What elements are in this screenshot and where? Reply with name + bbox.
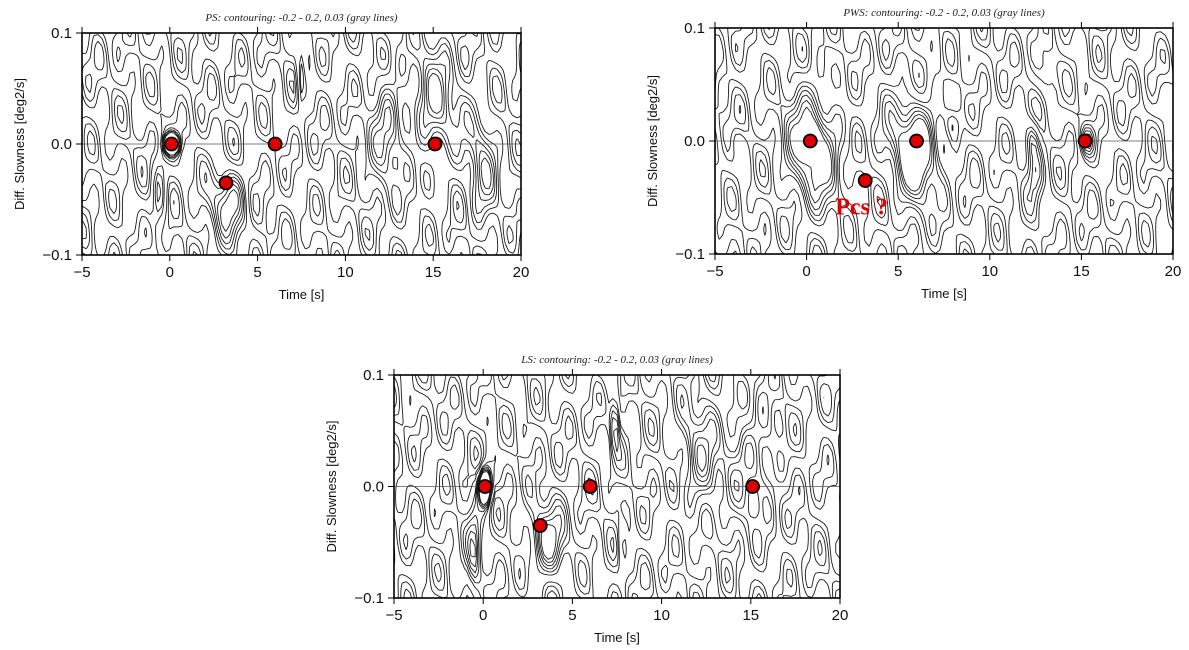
phase-marker — [427, 136, 443, 152]
y-tick-label: 0.0 — [684, 133, 705, 150]
x-axis-label: Time [s] — [594, 630, 640, 645]
x-tick-label: 20 — [513, 264, 530, 281]
chart-panel-ps: PS: contouring: -0.2 - 0.2, 0.03 (gray l… — [0, 0, 560, 320]
chart-svg-pws: PWS: contouring: -0.2 - 0.2, 0.03 (gray … — [645, 7, 1182, 301]
y-tick-label: −0.1 — [675, 246, 705, 263]
chart-panel-ls: LS: contouring: -0.2 - 0.2, 0.03 (gray l… — [298, 340, 858, 650]
x-tick-label: 0 — [802, 263, 810, 280]
x-tick-label: 10 — [981, 263, 998, 280]
y-axis-label: Diff. Slowness [deg2/s] — [12, 78, 27, 210]
y-axis-label: Diff. Slowness [deg2/s] — [324, 421, 339, 553]
y-axis-label: Diff. Slowness [deg2/s] — [645, 75, 660, 207]
phase-marker — [909, 133, 924, 149]
annotation-label: Pcs ? — [835, 195, 888, 221]
x-axis-label: Time [s] — [921, 286, 967, 301]
phase-marker — [267, 136, 283, 152]
x-tick-label: 15 — [742, 607, 759, 624]
phase-marker — [745, 479, 760, 494]
phase-marker — [1077, 133, 1093, 149]
x-tick-label: 0 — [479, 607, 487, 624]
phase-marker — [802, 133, 818, 149]
phase-marker — [857, 173, 873, 188]
x-tick-label: 20 — [832, 607, 849, 624]
x-tick-label: 5 — [253, 264, 261, 281]
phase-marker — [477, 479, 493, 494]
chart-svg-ls: LS: contouring: -0.2 - 0.2, 0.03 (gray l… — [324, 354, 849, 645]
phase-marker — [532, 518, 548, 533]
x-tick-label: −5 — [706, 263, 723, 280]
chart-panel-pws: PWS: contouring: -0.2 - 0.2, 0.03 (gray … — [628, 0, 1188, 320]
chart-svg-ps: PS: contouring: -0.2 - 0.2, 0.03 (gray l… — [12, 12, 530, 302]
x-tick-label: 10 — [653, 607, 670, 624]
y-tick-label: −0.1 — [42, 247, 72, 264]
y-tick-label: 0.1 — [684, 20, 705, 37]
x-tick-label: −5 — [385, 607, 402, 624]
y-tick-label: 0.0 — [51, 136, 72, 153]
contour-path — [82, 33, 521, 255]
chart-title: LS: contouring: -0.2 - 0.2, 0.03 (gray l… — [520, 354, 713, 366]
x-axis-label: Time [s] — [279, 287, 325, 302]
y-tick-label: 0.1 — [363, 367, 384, 384]
phase-marker — [218, 175, 234, 191]
x-tick-label: −5 — [73, 264, 90, 281]
x-tick-label: 20 — [1165, 263, 1182, 280]
phase-marker — [582, 479, 598, 494]
x-tick-label: 5 — [568, 607, 576, 624]
x-tick-label: 10 — [337, 264, 354, 281]
chart-title: PS: contouring: -0.2 - 0.2, 0.03 (gray l… — [204, 12, 397, 24]
y-tick-label: 0.0 — [363, 479, 384, 496]
contour-lines — [82, 33, 521, 255]
phase-marker — [164, 136, 179, 152]
y-tick-label: 0.1 — [51, 25, 72, 42]
x-tick-label: 5 — [894, 263, 902, 280]
x-tick-label: 15 — [1073, 263, 1090, 280]
y-tick-label: −0.1 — [354, 590, 384, 607]
chart-title: PWS: contouring: -0.2 - 0.2, 0.03 (gray … — [842, 7, 1045, 19]
x-tick-label: 15 — [425, 264, 442, 281]
x-tick-label: 0 — [166, 264, 174, 281]
